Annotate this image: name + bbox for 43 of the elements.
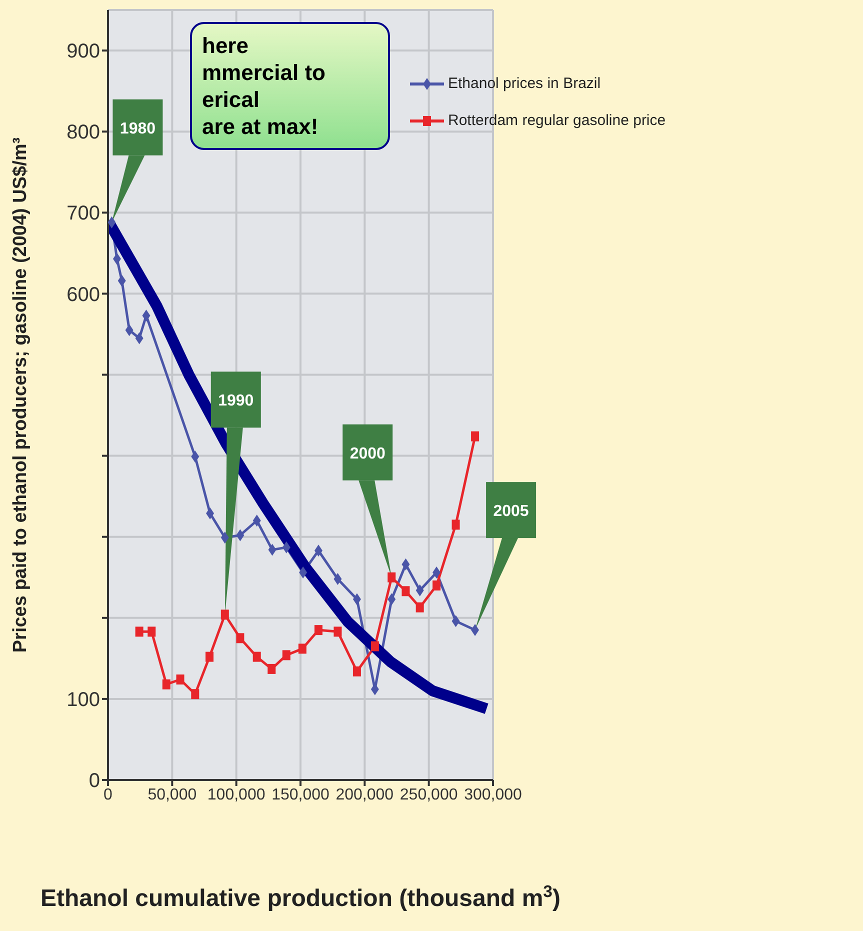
annotation: 1980 <box>120 120 156 138</box>
legend-label: Ethanol prices in Brazil <box>448 75 601 92</box>
point <box>252 652 261 662</box>
point <box>370 641 379 652</box>
point <box>162 679 170 690</box>
point <box>402 586 410 596</box>
point <box>135 626 144 637</box>
callout-box: here mmercial to erical are at max! <box>190 22 390 150</box>
point <box>314 625 322 636</box>
legend-label: Rotterdam regular gasoline price <box>448 112 666 129</box>
y-tick-label: 900 <box>66 40 100 63</box>
point <box>388 572 396 582</box>
point <box>432 580 441 590</box>
y-tick-label: 100 <box>66 689 100 712</box>
x-tick-label: 50,000 <box>148 786 197 804</box>
point <box>236 633 244 644</box>
x-tick-label: 300,000 <box>464 786 522 804</box>
y-tick-label: 800 <box>66 122 100 144</box>
point <box>220 610 229 620</box>
y-tick-label: 700 <box>66 202 100 225</box>
point <box>206 652 214 662</box>
y-axis-title: Prices paid to ethanol producers; gasoline (2004) US$/m³ <box>10 137 31 653</box>
annotation: 1990 <box>218 392 254 410</box>
point <box>282 650 290 660</box>
point <box>471 431 480 442</box>
x-tick-label: 100,000 <box>207 786 266 804</box>
point <box>191 689 200 700</box>
x-tick-label: 250,000 <box>400 786 458 804</box>
point <box>268 664 276 674</box>
annotation: 2000 <box>350 445 386 462</box>
x-tick-label: 0 <box>104 786 113 804</box>
x-tick-label: 150,000 <box>272 786 330 804</box>
point <box>334 626 342 637</box>
point <box>148 626 156 637</box>
y-tick-label: 600 <box>66 284 100 306</box>
point <box>452 520 460 530</box>
point <box>352 666 361 676</box>
annotation: 2005 <box>493 503 529 520</box>
point <box>176 674 184 684</box>
x-axis-title: Ethanol cumulative production (thousand m$^{3}$) <box>40 882 561 912</box>
point <box>298 644 306 654</box>
point <box>416 602 424 612</box>
x-tick-label: 200,000 <box>336 786 394 804</box>
